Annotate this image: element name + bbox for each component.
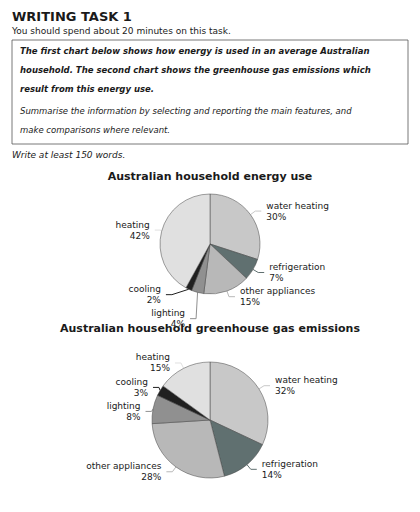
svg-text:cooling: cooling (129, 284, 161, 294)
svg-text:water heating: water heating (266, 201, 329, 211)
svg-text:refrigeration: refrigeration (269, 262, 325, 272)
svg-text:lighting: lighting (151, 308, 185, 318)
svg-text:32%: 32% (275, 386, 295, 396)
svg-text:Australian household greenhous: Australian household greenhouse gas emis… (60, 322, 360, 335)
svg-text:water heating: water heating (275, 375, 338, 385)
svg-text:The first chart below shows ho: The first chart below shows how energy i… (20, 46, 369, 56)
svg-text:result from this energy use.: result from this energy use. (20, 84, 154, 94)
svg-text:WRITING TASK 1: WRITING TASK 1 (12, 9, 132, 24)
svg-text:28%: 28% (141, 472, 161, 482)
svg-text:Write at least 150 words.: Write at least 150 words. (12, 150, 125, 160)
svg-text:42%: 42% (130, 231, 150, 241)
svg-text:8%: 8% (126, 412, 141, 422)
svg-text:cooling: cooling (116, 377, 148, 387)
svg-text:lighting: lighting (107, 401, 141, 411)
svg-text:7%: 7% (269, 273, 284, 283)
svg-text:15%: 15% (150, 363, 170, 373)
svg-text:make comparisons where relevan: make comparisons where relevant. (20, 125, 170, 135)
svg-text:Australian household energy us: Australian household energy use (108, 170, 313, 183)
svg-text:2%: 2% (147, 295, 162, 305)
svg-text:3%: 3% (134, 388, 149, 398)
svg-text:other appliances: other appliances (240, 286, 315, 296)
svg-text:30%: 30% (266, 212, 286, 222)
svg-text:household. The second chart sh: household. The second chart shows the gr… (20, 65, 371, 75)
svg-text:refrigeration: refrigeration (262, 459, 318, 469)
svg-text:15%: 15% (240, 297, 260, 307)
svg-text:heating: heating (136, 352, 170, 362)
svg-text:heating: heating (116, 220, 150, 230)
svg-text:Summarise the information by s: Summarise the information by selecting a… (20, 106, 352, 116)
svg-text:You should spend about 20 minu: You should spend about 20 minutes on thi… (11, 26, 231, 36)
svg-text:other appliances: other appliances (86, 461, 161, 471)
svg-text:14%: 14% (262, 470, 282, 480)
